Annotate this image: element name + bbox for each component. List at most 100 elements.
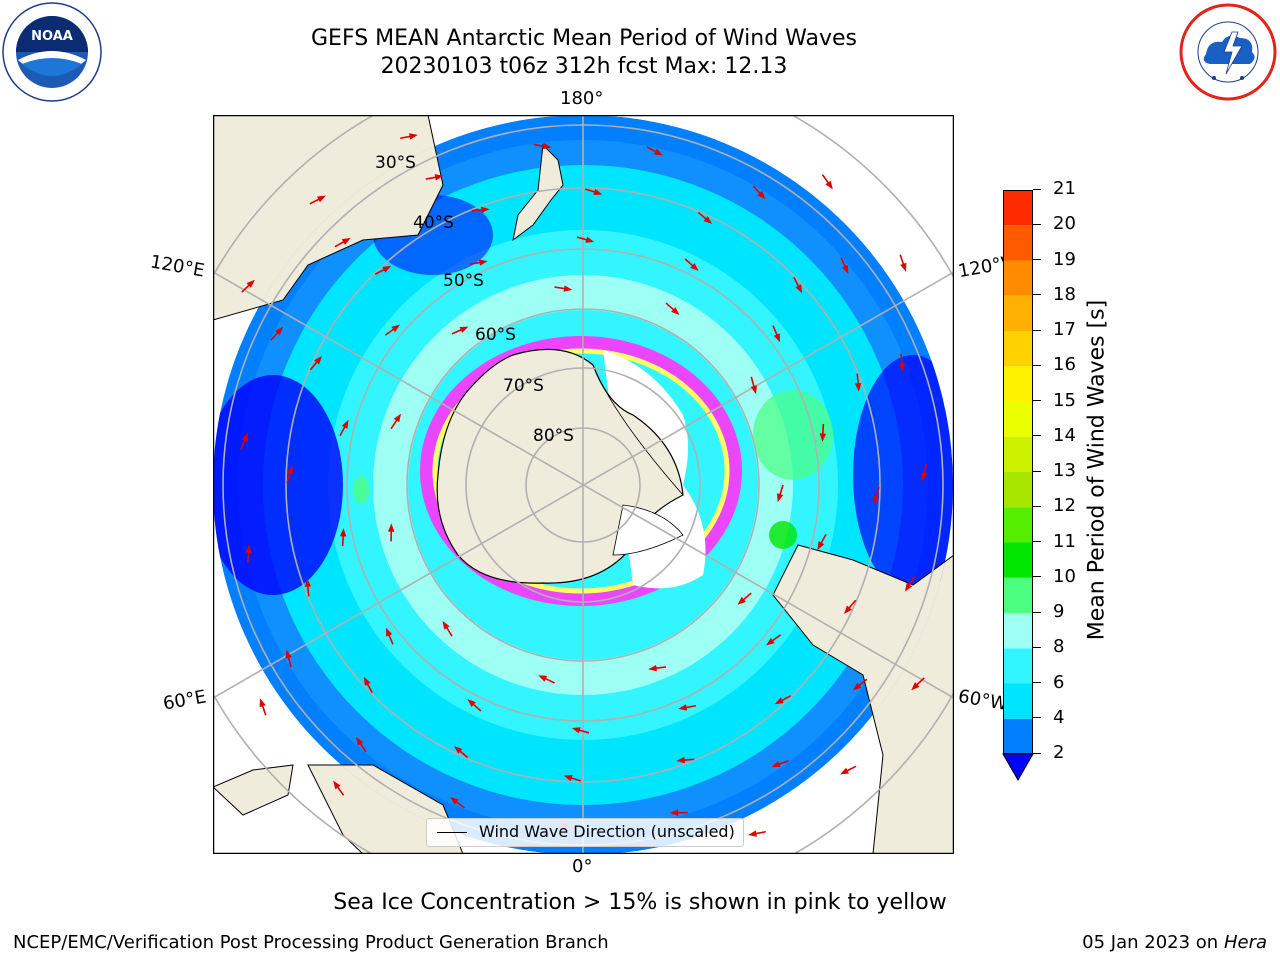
colorbar-tick-label: 2 (1053, 742, 1065, 763)
colorbar-segment (1003, 683, 1033, 719)
wave-arrow-head (898, 362, 906, 372)
colorbar-border (1003, 190, 1033, 754)
credit-text: NCEP/EMC/Verification Post Processing Pr… (13, 932, 609, 953)
colorbar-tick-mark (1033, 294, 1041, 296)
lat-label-40: 40°S (413, 213, 454, 233)
lat-label-80: 80°S (533, 426, 574, 446)
wave-arrow-head (434, 174, 444, 181)
colorbar-tick-label: 9 (1053, 601, 1065, 622)
colorbar-segment (1003, 436, 1033, 472)
colorbar-segment (1003, 648, 1033, 684)
wave-arrow-head (304, 578, 312, 587)
wave-direction-arrows (240, 133, 928, 837)
colorbar-tick-label: 13 (1053, 460, 1076, 481)
colorbar-tick-label: 4 (1053, 706, 1065, 728)
wave-arrow-head (795, 284, 803, 294)
wave-arrow-head (563, 774, 573, 782)
colorbar-tick-mark (1033, 682, 1041, 683)
colorbar-extend-triangle (1002, 753, 1034, 782)
wave-arrow-head (285, 649, 292, 659)
wave-arrow-head (900, 262, 907, 272)
wave-arrow-head (841, 264, 849, 274)
colorbar-tick-mark (1033, 364, 1041, 366)
colorbar-tick-mark (1033, 259, 1041, 260)
colorbar-tick-mark (1033, 470, 1041, 472)
colorbar-segment (1003, 366, 1033, 402)
legend-line-sample (437, 832, 467, 833)
wave-arrow-head (571, 727, 581, 734)
lon-label-60e: 60°E (161, 686, 208, 715)
colorbar-segment (1003, 295, 1033, 331)
wave-arrow-head (333, 780, 341, 790)
colorbar-tick-mark (1033, 646, 1041, 648)
colorbar-tick-label: 10 (1053, 565, 1076, 587)
wave-arrow-head (246, 279, 255, 288)
sea-ice-note: Sea Ice Concentration > 15% is shown in … (333, 890, 947, 915)
wave-arrow-head (259, 698, 266, 708)
wave-arrow-head (286, 465, 294, 475)
colorbar-tick-label: 20 (1053, 213, 1076, 235)
wave-arrow-head (467, 699, 476, 708)
lon-label-60w: 60°W (956, 685, 1010, 716)
wave-arrow-head (844, 605, 852, 615)
wave-arrow-head (245, 544, 252, 553)
wave-arrow-head (703, 216, 713, 224)
colorbar-tick-mark (1033, 576, 1041, 578)
colorbar-tick-label: 8 (1053, 636, 1065, 658)
wave-arrow-head (676, 756, 685, 764)
wave-arrow-head (678, 704, 688, 711)
colorbar-tick-mark (1033, 223, 1041, 225)
wave-arrow-head (341, 419, 349, 429)
wave-arrow-head (393, 413, 402, 423)
wave-arrow-head (481, 206, 490, 214)
colorbar-segment (1003, 331, 1033, 367)
wave-arrow-head (355, 736, 364, 746)
date-text: 05 Jan 2023 on Hera (1082, 932, 1267, 953)
wave-arrow-head (774, 697, 784, 705)
colorbar-tick-mark (1033, 188, 1041, 190)
wave-arrow-head (748, 830, 757, 837)
colorbar-tick-mark (1033, 752, 1041, 754)
lon-label-180: 180° (560, 88, 604, 109)
colorbar-tick-label: 16 (1053, 354, 1076, 376)
lon-label-120e: 120°E (148, 251, 207, 282)
wave-arrow-head (538, 675, 548, 682)
wave-arrow-head (777, 493, 784, 503)
wave-arrow-head (442, 620, 450, 630)
colorbar-tick-mark (1033, 435, 1041, 437)
noaa-logo: NOAA (2, 2, 102, 102)
colorbar-segment (1003, 577, 1033, 613)
lat-label-70: 70°S (503, 376, 544, 396)
wave-arrow-head (669, 809, 679, 816)
wave-arrow-head (854, 383, 862, 392)
svg-text:NOAA: NOAA (31, 29, 73, 44)
colorbar-tick-mark (1033, 717, 1041, 719)
wave-arrow-head (391, 324, 401, 333)
chart-title: GEFS MEAN Antarctic Mean Period of Wind … (311, 26, 857, 51)
wave-arrow-head (314, 355, 322, 365)
colorbar-tick-label: 14 (1053, 424, 1076, 446)
wave-arrow-head (904, 582, 913, 592)
wave-arrow-head (459, 326, 469, 333)
chart-subtitle: 20230103 t06z 312h fcst Max: 12.13 (380, 54, 788, 79)
lon-label-0: 0° (572, 856, 593, 877)
wave-arrow-head (382, 265, 392, 273)
wave-arrow-head (409, 133, 418, 140)
colorbar-segment (1003, 507, 1033, 543)
wave-arrow-head (872, 495, 880, 505)
wave-arrow-head (920, 472, 928, 482)
wave-arrow-head (765, 637, 775, 646)
colorbar-segment (1003, 190, 1033, 226)
wave-arrow-head (737, 596, 746, 605)
colorbar-segment (1003, 613, 1033, 649)
wave-arrow-head (773, 333, 781, 343)
lat-label-30: 30°S (375, 153, 416, 173)
colorbar-tick-label: 6 (1053, 671, 1065, 693)
colorbar-segment (1003, 401, 1033, 437)
colorbar-tick-mark (1033, 611, 1041, 613)
machine-name: Hera (1223, 932, 1267, 953)
wave-arrow-head (339, 528, 347, 537)
colorbar (1002, 190, 1034, 782)
colorbar-segment (1003, 472, 1033, 508)
colorbar-tick-label: 19 (1053, 248, 1076, 270)
